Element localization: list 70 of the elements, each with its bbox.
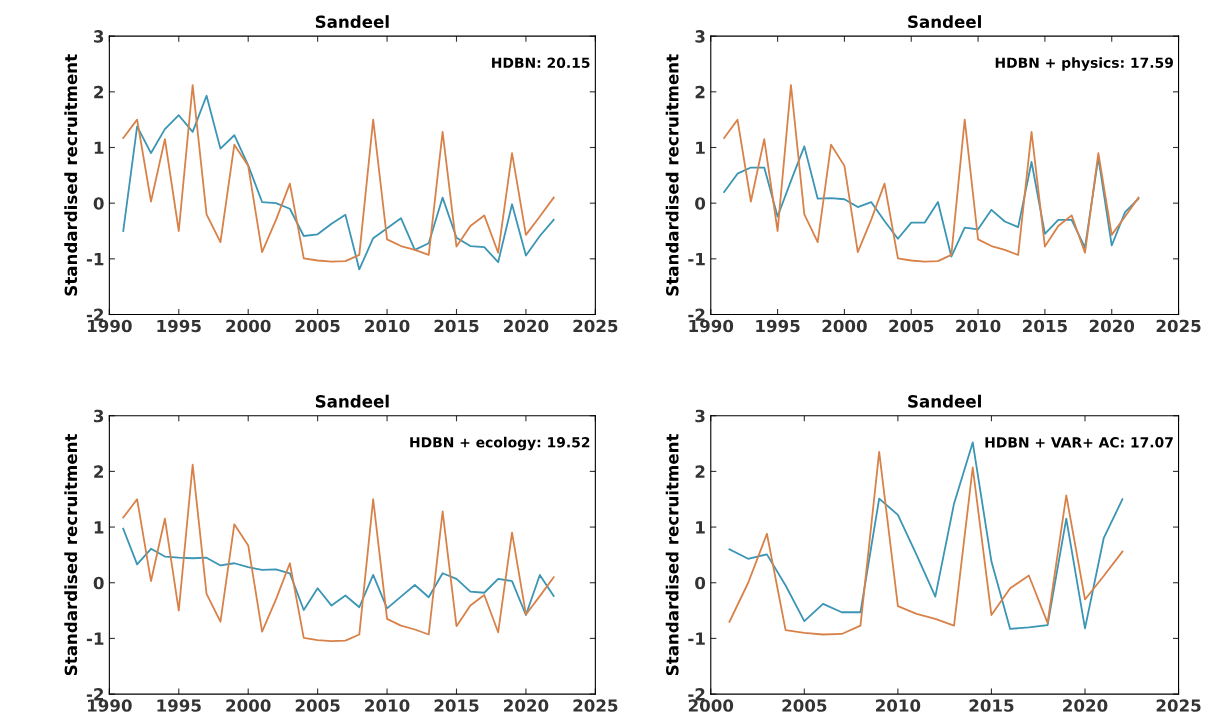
y-tick-label: -2	[688, 308, 705, 321]
y-tick-label: 2	[94, 465, 104, 478]
y-tick-label: 1	[696, 141, 705, 154]
x-tick-label: 2010	[365, 319, 410, 333]
y-axis-title: Standardised recruitment	[64, 54, 78, 296]
x-tick-label: 2010	[365, 699, 410, 712]
x-tick-label: 2000	[226, 699, 271, 712]
x-tick-label: 1990	[88, 699, 132, 712]
annotation: HDBN + physics: 17.59	[995, 57, 1173, 71]
x-tick-label: 2010	[876, 699, 921, 712]
y-tick-label: -1	[688, 632, 705, 645]
x-tick-label: 2015	[434, 699, 479, 712]
y-tick-label: 1	[696, 521, 705, 534]
chart-title: Sandeel	[315, 15, 389, 29]
x-tick-label: 1995	[157, 319, 201, 333]
y-tick-label: 2	[695, 465, 705, 478]
x-tick-label: 1995	[157, 699, 201, 712]
x-tick-label: 2020	[1063, 699, 1108, 712]
y-tick-label: 2	[695, 85, 705, 99]
y-tick-label: 1	[94, 521, 104, 534]
y-tick-label: 0	[695, 576, 706, 590]
y-tick-label: 3	[695, 30, 705, 43]
chart-title: Sandeel	[908, 15, 981, 29]
x-tick-label: 2020	[504, 699, 549, 712]
y-tick-label: 0	[93, 576, 104, 590]
annotation: HDBN + VAR+ AC: 17.07	[985, 437, 1173, 448]
y-tick-label: 2	[94, 85, 104, 99]
y-tick-label: 3	[695, 409, 705, 423]
x-tick-label: 2005	[295, 699, 340, 712]
x-tick-label: 2010	[956, 319, 1001, 333]
x-tick-label: 2015	[969, 699, 1014, 712]
x-tick-label: 2000	[822, 319, 867, 333]
chart-title: Sandeel	[908, 394, 981, 408]
x-tick-label: 2015	[1023, 319, 1067, 333]
y-tick-label: -2	[86, 688, 104, 701]
x-tick-label: 2025	[1156, 319, 1201, 333]
y-tick-label: -1	[86, 253, 104, 266]
x-tick-label: 2000	[226, 319, 271, 333]
y-tick-label: -2	[688, 688, 705, 701]
x-tick-label: 2015	[434, 319, 479, 333]
chart-title: Sandeel	[315, 394, 389, 408]
y-tick-label: 3	[94, 409, 104, 423]
x-tick-label: 1990	[88, 319, 132, 333]
annotation: HDBN: 20.15	[492, 57, 590, 69]
y-tick-label: -1	[688, 253, 705, 266]
y-axis-title: Standardised recruitment	[665, 433, 679, 676]
y-tick-label: 1	[94, 141, 104, 154]
x-tick-label: 2025	[1156, 699, 1201, 712]
y-tick-label: 0	[93, 197, 104, 210]
line-series	[122, 527, 555, 616]
x-tick-label: 1995	[756, 319, 800, 333]
y-tick-label: -1	[86, 632, 104, 645]
x-tick-label: 2005	[295, 319, 340, 333]
x-tick-label: 2005	[889, 319, 934, 333]
line-series	[723, 145, 1140, 258]
x-tick-label: 2000	[688, 699, 734, 712]
y-tick-label: -2	[86, 308, 104, 321]
y-tick-label: 0	[695, 197, 706, 210]
line-series	[723, 84, 1140, 263]
x-tick-label: 2025	[573, 319, 618, 333]
y-axis-title: Standardised recruitment	[64, 433, 78, 676]
line-series	[122, 463, 555, 643]
x-tick-label: 2025	[573, 699, 618, 712]
x-tick-label: 2020	[1089, 319, 1135, 333]
y-axis-title: Standardised recruitment	[665, 54, 679, 296]
x-tick-label: 1990	[689, 319, 734, 333]
x-tick-label: 2005	[782, 699, 827, 712]
x-tick-label: 2020	[504, 319, 549, 333]
annotation: HDBN + ecology: 19.52	[410, 436, 590, 451]
y-tick-label: 3	[94, 30, 104, 43]
